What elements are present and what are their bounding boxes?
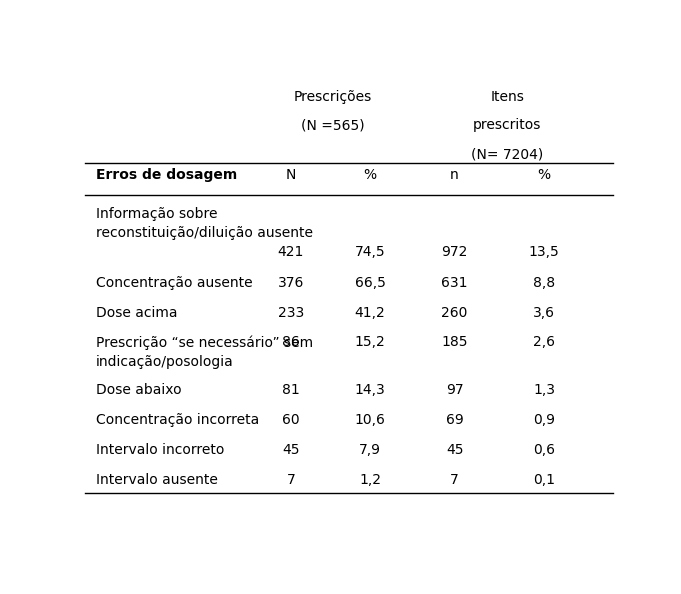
Text: Concentração incorreta: Concentração incorreta — [95, 413, 259, 427]
Text: Intervalo incorreto: Intervalo incorreto — [95, 443, 224, 457]
Text: 233: 233 — [278, 306, 304, 320]
Text: indicação/posologia: indicação/posologia — [95, 355, 234, 369]
Text: 45: 45 — [282, 443, 300, 457]
Text: %: % — [364, 168, 377, 182]
Text: reconstituição/diluição ausente: reconstituição/diluição ausente — [95, 226, 313, 240]
Text: 7,9: 7,9 — [359, 443, 381, 457]
Text: Dose abaixo: Dose abaixo — [95, 384, 181, 397]
Text: 631: 631 — [441, 276, 468, 290]
Text: 972: 972 — [441, 245, 468, 259]
Text: (N= 7204): (N= 7204) — [471, 147, 543, 161]
Text: 15,2: 15,2 — [355, 336, 385, 349]
Text: 69: 69 — [445, 413, 464, 427]
Text: 7: 7 — [287, 473, 296, 487]
Text: 41,2: 41,2 — [355, 306, 385, 320]
Text: n: n — [450, 168, 459, 182]
Text: Dose acima: Dose acima — [95, 306, 177, 320]
Text: 260: 260 — [441, 306, 468, 320]
Text: 1,2: 1,2 — [359, 473, 381, 487]
Text: 0,9: 0,9 — [533, 413, 555, 427]
Text: 10,6: 10,6 — [355, 413, 385, 427]
Text: (N =565): (N =565) — [302, 118, 365, 132]
Text: Prescrições: Prescrições — [294, 90, 373, 103]
Text: 74,5: 74,5 — [355, 245, 385, 259]
Text: Prescrição “se necessário” sem: Prescrição “se necessário” sem — [95, 336, 313, 350]
Text: 2,6: 2,6 — [533, 336, 555, 349]
Text: 86: 86 — [282, 336, 300, 349]
Text: Itens: Itens — [490, 90, 524, 103]
Text: 376: 376 — [278, 276, 304, 290]
Text: 97: 97 — [446, 384, 463, 397]
Text: 3,6: 3,6 — [533, 306, 555, 320]
Text: Intervalo ausente: Intervalo ausente — [95, 473, 217, 487]
Text: Informação sobre: Informação sobre — [95, 207, 217, 221]
Text: 7: 7 — [450, 473, 459, 487]
Text: 8,8: 8,8 — [533, 276, 555, 290]
Text: Erros de dosagem: Erros de dosagem — [95, 168, 237, 182]
Text: 45: 45 — [446, 443, 463, 457]
Text: 13,5: 13,5 — [529, 245, 560, 259]
Text: 0,1: 0,1 — [533, 473, 555, 487]
Text: N: N — [286, 168, 296, 182]
Text: Concentração ausente: Concentração ausente — [95, 276, 252, 290]
Text: %: % — [538, 168, 551, 182]
Text: 14,3: 14,3 — [355, 384, 385, 397]
Text: 185: 185 — [441, 336, 468, 349]
Text: 0,6: 0,6 — [533, 443, 555, 457]
Text: prescritos: prescritos — [473, 118, 541, 132]
Text: 66,5: 66,5 — [355, 276, 385, 290]
Text: 60: 60 — [282, 413, 300, 427]
Text: 1,3: 1,3 — [533, 384, 555, 397]
Text: 421: 421 — [278, 245, 304, 259]
Text: 81: 81 — [282, 384, 300, 397]
